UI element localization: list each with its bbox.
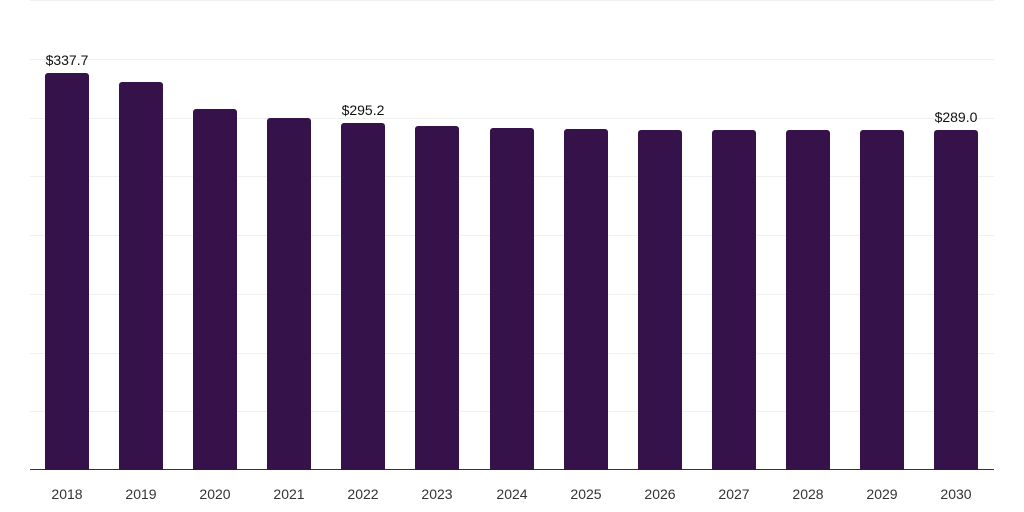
x-tick-label: 2027: [718, 486, 750, 502]
x-tick-label: 2023: [421, 486, 453, 502]
bar-2028[interactable]: [786, 130, 830, 470]
x-tick-label: 2020: [199, 486, 231, 502]
bar-2018[interactable]: [45, 73, 89, 470]
x-tick-label: 2018: [51, 486, 83, 502]
bar-2029[interactable]: [860, 130, 904, 470]
x-tick-label: 2022: [347, 486, 379, 502]
gridline: [30, 0, 994, 1]
data-label: $289.0: [934, 109, 978, 125]
x-tick-label: 2024: [496, 486, 528, 502]
bar-2023[interactable]: [415, 126, 459, 470]
bar-2027[interactable]: [712, 130, 756, 470]
bar-2030[interactable]: [934, 130, 978, 470]
data-label: $295.2: [341, 102, 385, 118]
bar-2026[interactable]: [638, 130, 682, 470]
gridline: [30, 118, 994, 119]
x-tick-label: 2029: [866, 486, 898, 502]
x-tick-label: 2030: [940, 486, 972, 502]
x-tick-label: 2021: [273, 486, 305, 502]
x-tick-label: 2025: [570, 486, 602, 502]
data-label: $337.7: [45, 52, 89, 68]
bar-2021[interactable]: [267, 118, 311, 470]
bar-2025[interactable]: [564, 129, 608, 470]
bar-2019[interactable]: [119, 82, 163, 470]
bar-2024[interactable]: [490, 128, 534, 470]
bar-2020[interactable]: [193, 109, 237, 470]
gridline: [30, 59, 994, 60]
x-tick-label: 2026: [644, 486, 676, 502]
bar-2022[interactable]: [341, 123, 385, 470]
x-tick-label: 2028: [792, 486, 824, 502]
x-tick-label: 2019: [125, 486, 157, 502]
